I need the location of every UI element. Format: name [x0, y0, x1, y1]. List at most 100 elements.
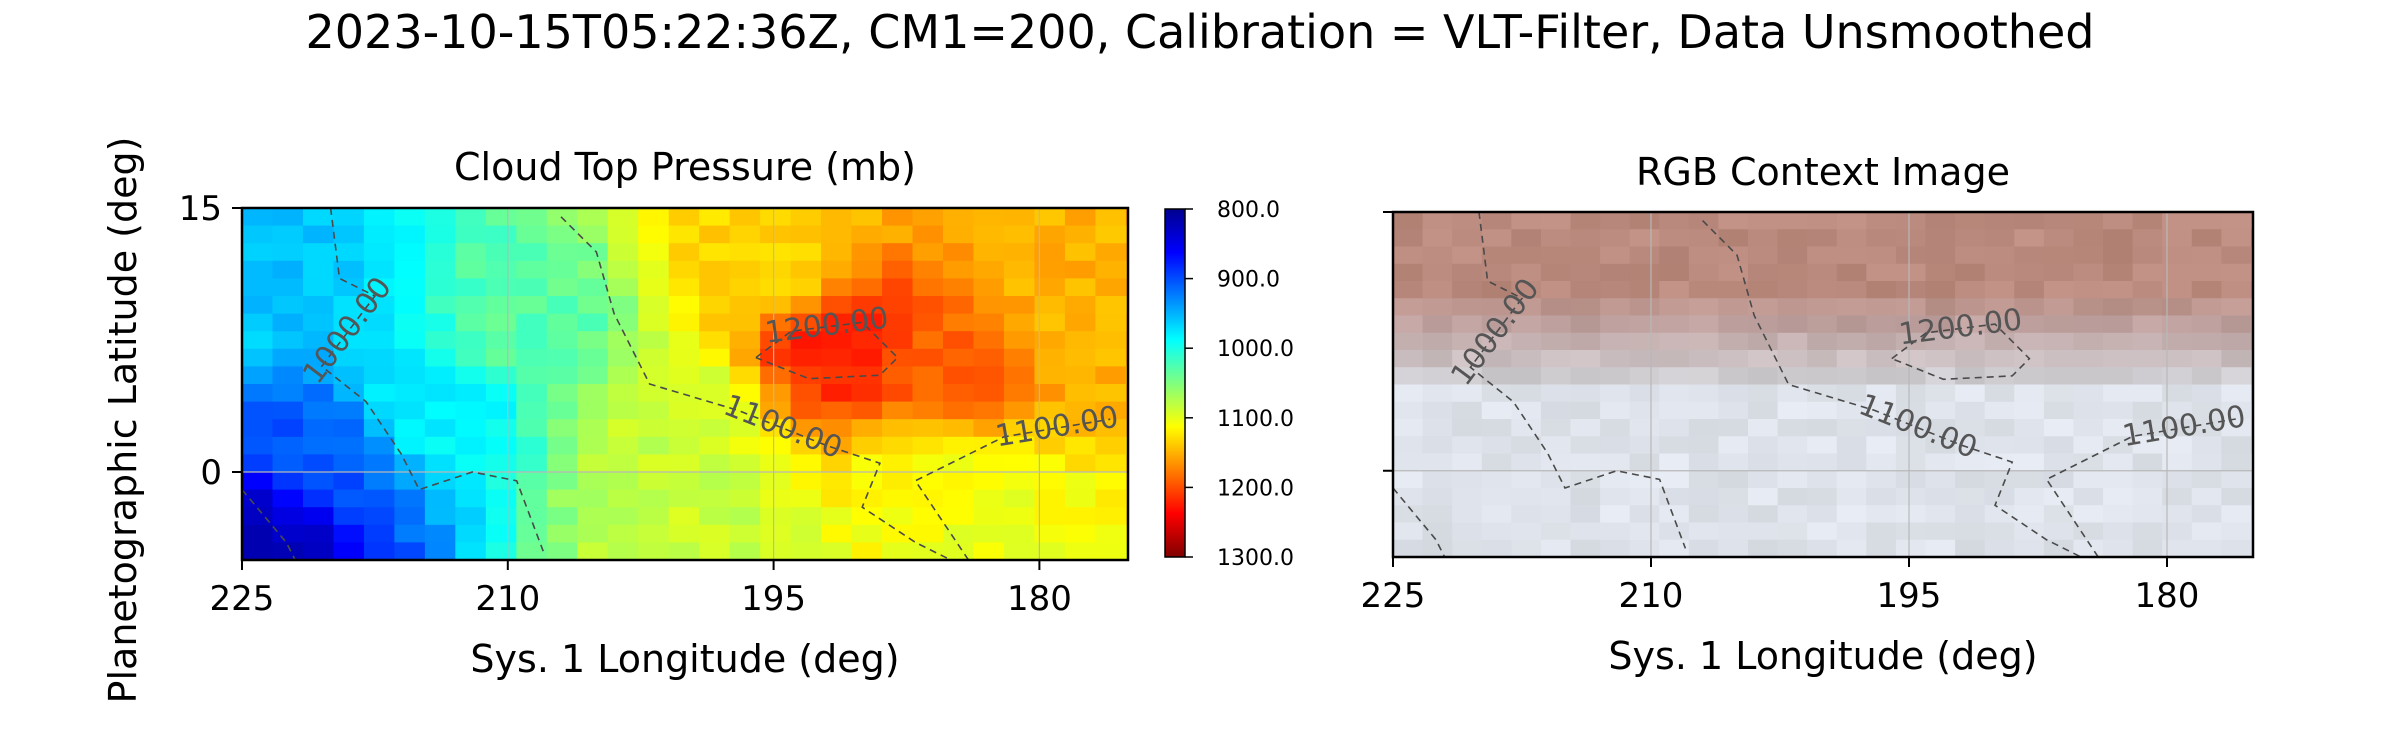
heatmap-cell — [455, 524, 487, 543]
heatmap-cell — [607, 296, 639, 315]
image-pixel — [1836, 488, 1867, 506]
heatmap-cell — [973, 278, 1005, 297]
heatmap-cell — [729, 401, 761, 420]
image-pixel — [2162, 505, 2193, 524]
image-pixel — [1777, 488, 1808, 506]
image-pixel — [1600, 470, 1631, 489]
heatmap-cell — [333, 296, 365, 315]
heatmap-cell — [516, 472, 548, 491]
image-pixel — [1452, 470, 1483, 489]
heatmap-cell — [912, 225, 944, 244]
heatmap-cell — [516, 454, 548, 473]
heatmap-cell — [302, 542, 335, 561]
heatmap-cell — [668, 454, 700, 473]
image-pixel — [2191, 332, 2222, 351]
heatmap-cell — [1064, 401, 1096, 420]
heatmap-cell — [516, 348, 548, 367]
image-pixel — [2103, 401, 2134, 420]
image-pixel — [2103, 212, 2134, 230]
image-pixel — [1777, 212, 1808, 230]
heatmap-cell — [943, 296, 975, 315]
heatmap-cell — [424, 366, 456, 385]
image-pixel — [2191, 315, 2222, 334]
heatmap-cell — [1034, 243, 1066, 262]
image-pixel — [1393, 470, 1424, 489]
heatmap-cell — [485, 542, 517, 561]
heatmap-cell — [272, 524, 304, 543]
image-pixel — [2073, 419, 2104, 437]
image-pixel — [1748, 246, 1779, 265]
heatmap-cell — [943, 436, 975, 455]
heatmap-cell — [577, 243, 609, 262]
heatmap-cell — [882, 243, 914, 262]
heatmap-cell — [272, 436, 304, 455]
heatmap-cell — [577, 436, 609, 455]
image-pixel — [1836, 212, 1867, 230]
image-pixel — [2221, 384, 2252, 403]
heatmap-cell — [821, 472, 853, 491]
x-tick-label: 180 — [2135, 576, 2200, 616]
image-pixel — [1629, 212, 1660, 230]
image-pixel — [1452, 315, 1483, 334]
heatmap-cell — [272, 313, 304, 332]
heatmap-cell — [699, 419, 731, 438]
image-pixel — [1481, 419, 1512, 437]
image-pixel — [1777, 298, 1808, 317]
heatmap-cell — [912, 472, 944, 491]
image-pixel — [1629, 229, 1660, 248]
heatmap-cell — [1095, 243, 1127, 262]
image-pixel — [1511, 522, 1542, 541]
heatmap-cell — [882, 472, 914, 491]
image-pixel — [2191, 212, 2222, 230]
image-pixel — [1570, 246, 1601, 265]
image-pixel — [2014, 332, 2045, 351]
image-pixel — [2162, 315, 2193, 334]
heatmap-cell — [272, 260, 304, 279]
heatmap-cell — [546, 331, 578, 350]
image-pixel — [2073, 263, 2104, 282]
image-pixel — [1393, 212, 1424, 230]
heatmap-cell — [821, 296, 853, 315]
image-pixel — [2162, 212, 2193, 230]
heatmap-cell — [1064, 436, 1096, 455]
heatmap-cell — [851, 401, 883, 420]
heatmap-cell — [821, 419, 853, 438]
heatmap-cell — [912, 260, 944, 279]
heatmap-cell — [1034, 401, 1066, 420]
image-pixel — [1777, 539, 1808, 558]
heatmap-cell — [912, 436, 944, 455]
heatmap-cell — [485, 260, 517, 279]
heatmap-cell — [363, 296, 395, 315]
heatmap-cell — [729, 542, 761, 561]
heatmap-cell — [485, 296, 517, 315]
image-pixel — [1688, 263, 1720, 282]
heatmap-cell — [302, 225, 335, 244]
image-pixel — [1393, 281, 1424, 299]
heatmap-cell — [394, 296, 426, 315]
figure-suptitle: 2023-10-15T05:22:36Z, CM1=200, Calibrati… — [306, 5, 2095, 59]
heatmap-cell — [882, 278, 914, 297]
heatmap-cell — [455, 542, 487, 561]
heatmap-cell — [516, 208, 548, 227]
heatmap-cell — [1095, 331, 1127, 350]
image-pixel — [1718, 505, 1749, 524]
heatmap-cell — [851, 296, 883, 315]
pressure-axes-frame — [240, 206, 1130, 562]
image-pixel — [2132, 332, 2163, 351]
image-pixel — [1895, 315, 1927, 334]
image-pixel — [1807, 350, 1838, 368]
heatmap-cell — [790, 507, 822, 526]
image-pixel — [2221, 263, 2252, 282]
heatmap-cell — [1064, 419, 1096, 438]
image-pixel — [1925, 263, 1956, 282]
image-pixel — [2191, 470, 2222, 489]
heatmap-cell — [699, 260, 731, 279]
heatmap-cell — [546, 313, 578, 332]
heatmap-cell — [1095, 225, 1127, 244]
image-pixel — [1481, 367, 1512, 386]
heatmap-cell — [790, 296, 822, 315]
heatmap-cell — [760, 278, 792, 297]
image-pixel — [2103, 229, 2134, 248]
heatmap-cell — [760, 348, 792, 367]
